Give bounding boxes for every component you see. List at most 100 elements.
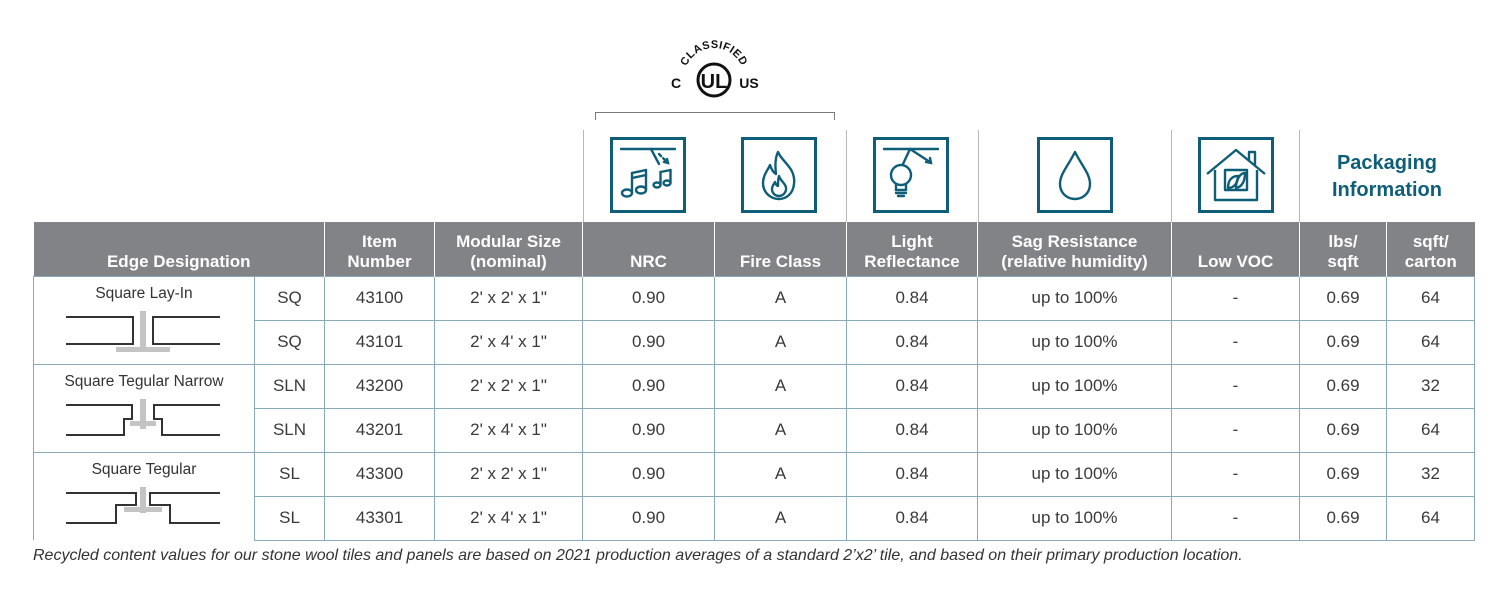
square-lay-in-profile — [66, 310, 220, 352]
cell-item-number: 43301 — [324, 495, 435, 541]
header-sag-resistance: Sag Resistance (relative humidity) — [977, 222, 1172, 276]
footnote: Recycled content values for our stone wo… — [33, 547, 1243, 564]
header-item-number: Item Number — [324, 222, 435, 276]
cell-fire-class: A — [714, 319, 847, 364]
cell-sqft-carton: 32 — [1386, 363, 1476, 408]
packaging-title-line2: Information — [1332, 179, 1442, 201]
square-tegular-profile — [66, 486, 220, 524]
cell-nrc: 0.90 — [582, 275, 715, 320]
edge-name: Square Lay-In — [95, 284, 193, 302]
flame-icon — [741, 137, 817, 213]
cell-sag-resistance: up to 100% — [977, 495, 1172, 541]
cell-sqft-carton: 64 — [1386, 275, 1476, 320]
column-divider — [978, 130, 979, 222]
header-edge-designation: Edge Designation — [33, 222, 325, 276]
cell-code: SLN — [253, 363, 325, 408]
edge-group-square-tegular-narrow: Square Tegular Narrow — [33, 363, 255, 452]
header-light-reflectance: Light Reflectance — [846, 222, 978, 276]
cell-light-reflectance: 0.84 — [846, 319, 978, 364]
cell-light-reflectance: 0.84 — [846, 363, 978, 408]
cell-code: SL — [253, 451, 325, 496]
header-fire-class: Fire Class — [714, 222, 847, 276]
cell-lbs-sqft: 0.69 — [1299, 275, 1387, 320]
header-sqft-carton: sqft/carton — [1386, 222, 1475, 276]
cell-code: SQ — [253, 319, 325, 364]
cell-modular-size: 2' x 2' x 1" — [434, 275, 583, 320]
column-divider — [1171, 130, 1172, 222]
table-row: SLN 43201 2' x 4' x 1" 0.90 A 0.84 up to… — [34, 407, 1476, 452]
table-row: SL 43301 2' x 4' x 1" 0.90 A 0.84 up to … — [34, 495, 1476, 541]
cell-low-voc: - — [1171, 275, 1300, 320]
light-bulb-icon — [873, 137, 949, 213]
header-low-voc: Low VOC — [1171, 222, 1300, 276]
header-row: Edge Designation Item Number Modular Size… — [33, 222, 1475, 276]
cell-sag-resistance: up to 100% — [977, 363, 1172, 408]
cell-modular-size: 2' x 4' x 1" — [434, 407, 583, 452]
cell-modular-size: 2' x 4' x 1" — [434, 495, 583, 541]
cell-fire-class: A — [714, 275, 847, 320]
acoustic-sound-icon — [610, 137, 686, 213]
cell-item-number: 43201 — [324, 407, 435, 452]
packaging-title-line1: Packaging — [1336, 152, 1438, 174]
cell-low-voc: - — [1171, 495, 1300, 541]
cell-sag-resistance: up to 100% — [977, 319, 1172, 364]
cell-item-number: 43300 — [324, 451, 435, 496]
table-row: Square Tegular Narrow SLN 43200 2' x 2' … — [33, 363, 1476, 452]
ul-left-mark: C — [671, 75, 681, 91]
table-row: Square Lay-In SQ 43100 2' x 2' x 1" 0.90… — [33, 275, 1476, 364]
cell-sag-resistance: up to 100% — [977, 407, 1172, 452]
cell-light-reflectance: 0.84 — [846, 495, 978, 541]
cell-sqft-carton: 32 — [1386, 451, 1476, 496]
cell-fire-class: A — [714, 363, 847, 408]
cell-low-voc: - — [1171, 363, 1300, 408]
cell-modular-size: 2' x 2' x 1" — [434, 363, 583, 408]
cell-fire-class: A — [714, 407, 847, 452]
cell-nrc: 0.90 — [582, 363, 715, 408]
cell-nrc: 0.90 — [582, 495, 715, 541]
cell-low-voc: - — [1171, 451, 1300, 496]
cell-lbs-sqft: 0.69 — [1299, 451, 1387, 496]
ul-right-mark: US — [739, 75, 758, 91]
cell-sqft-carton: 64 — [1386, 319, 1476, 364]
cell-lbs-sqft: 0.69 — [1299, 319, 1387, 364]
column-divider — [1299, 130, 1300, 222]
house-leaf-icon — [1198, 137, 1274, 213]
cell-sag-resistance: up to 100% — [977, 275, 1172, 320]
product-spec-table: Edge Designation Item Number Modular Size… — [33, 222, 1476, 541]
cell-lbs-sqft: 0.69 — [1299, 495, 1387, 541]
header-modular-size: Modular Size (nominal) — [434, 222, 583, 276]
column-divider — [583, 130, 584, 222]
cell-sqft-carton: 64 — [1386, 495, 1476, 541]
cell-code: SQ — [253, 275, 325, 320]
ul-classified-logo: CLASSIFIED UL C US — [660, 38, 770, 108]
cell-nrc: 0.90 — [582, 407, 715, 452]
edge-name: Square Tegular Narrow — [64, 372, 224, 390]
water-drop-icon — [1037, 137, 1113, 213]
cell-lbs-sqft: 0.69 — [1299, 407, 1387, 452]
cell-nrc: 0.90 — [582, 451, 715, 496]
cell-fire-class: A — [714, 495, 847, 541]
header-lbs-sqft: lbs/sqft — [1299, 222, 1387, 276]
column-divider — [846, 130, 847, 222]
edge-group-square-tegular: Square Tegular — [33, 451, 255, 540]
cell-low-voc: - — [1171, 407, 1300, 452]
table-row: SQ 43101 2' x 4' x 1" 0.90 A 0.84 up to … — [34, 319, 1476, 364]
cell-modular-size: 2' x 2' x 1" — [434, 451, 583, 496]
cell-code: SLN — [253, 407, 325, 452]
square-tegular-narrow-profile — [66, 398, 220, 436]
cell-item-number: 43101 — [324, 319, 435, 364]
cell-light-reflectance: 0.84 — [846, 407, 978, 452]
cell-item-number: 43100 — [324, 275, 435, 320]
cell-modular-size: 2' x 4' x 1" — [434, 319, 583, 364]
cell-lbs-sqft: 0.69 — [1299, 363, 1387, 408]
table-row: Square Tegular SL 43300 2' x 2' x 1" 0.9… — [33, 451, 1476, 540]
cell-low-voc: - — [1171, 319, 1300, 364]
cell-item-number: 43200 — [324, 363, 435, 408]
edge-name: Square Tegular — [91, 460, 197, 478]
packaging-information-title: Packaging Information — [1300, 150, 1474, 204]
cell-sqft-carton: 64 — [1386, 407, 1476, 452]
cell-fire-class: A — [714, 451, 847, 496]
cell-light-reflectance: 0.84 — [846, 451, 978, 496]
cell-sag-resistance: up to 100% — [977, 451, 1172, 496]
cell-light-reflectance: 0.84 — [846, 275, 978, 320]
